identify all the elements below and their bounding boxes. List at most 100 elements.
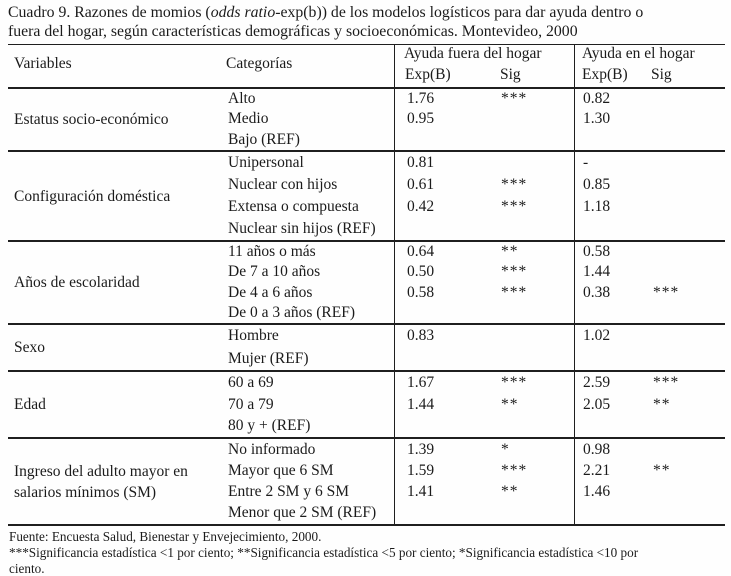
cell-exp-fuera: 0.64 <box>407 243 435 261</box>
cell-exp-hogar: 0.82 <box>583 90 611 108</box>
cell-exp-hogar: 1.02 <box>583 327 611 345</box>
cell-exp-fuera: 1.44 <box>407 395 435 413</box>
cell-categoria: No informado <box>228 440 316 458</box>
header-ayuda-en: Ayuda en el hogar <box>582 45 695 62</box>
cell-categoria: Mujer (REF) <box>228 349 309 367</box>
cell-exp-fuera: 0.83 <box>407 327 435 345</box>
cell-sig-fuera: *** <box>501 283 528 301</box>
significance-note: ***Significancia estadística <1 por cien… <box>9 545 729 576</box>
cell-categoria: Extensa o compuesta <box>228 198 359 215</box>
group-rows: Unipersonal 0.81 - Nuclear con hijos 0.6… <box>8 152 725 240</box>
cell-sig-fuera: * <box>501 440 510 458</box>
cell-categoria: Medio <box>228 110 269 128</box>
cell-categoria: De 0 a 3 años (REF) <box>228 303 355 321</box>
cell-categoria: Mayor que 6 SM <box>228 461 334 479</box>
header-ayuda-fuera: Ayuda fuera del hogar <box>404 45 542 62</box>
cell-sig-fuera: *** <box>501 198 528 215</box>
cell-sig-fuera: *** <box>501 373 528 391</box>
group-separator-3 <box>8 323 725 325</box>
table-row: Mujer (REF) <box>8 348 725 371</box>
variable-label: Estatus socio-económico <box>14 111 169 128</box>
table-row: Hombre 0.83 1.02 <box>8 325 725 348</box>
cell-exp-hogar: 2.59 <box>583 373 611 391</box>
table-row: 60 a 69 1.67 *** 2.59 *** <box>8 372 725 394</box>
group-rows: 11 años o más 0.64 ** 0.58 De 7 a 10 año… <box>8 242 725 323</box>
table-row: De 7 a 10 años 0.50 *** 1.44 <box>8 262 725 282</box>
group-separator-4 <box>8 370 725 372</box>
table-row: Unipersonal 0.81 - <box>8 152 725 174</box>
header-variables: Variables <box>14 55 72 72</box>
cell-sig-hogar: ** <box>653 461 671 479</box>
variable-group-edad: Edad 60 a 69 1.67 *** 2.59 *** 70 a 79 1… <box>8 372 725 437</box>
table-bottom-border <box>8 524 725 526</box>
table-row: De 0 a 3 años (REF) <box>8 303 725 323</box>
variable-label: Configuración doméstica <box>14 187 171 205</box>
cell-exp-fuera: 1.67 <box>407 373 435 391</box>
table-row: 11 años o más 0.64 ** 0.58 <box>8 242 725 262</box>
header-bottom-border <box>8 87 725 89</box>
cell-exp-hogar: 0.38 <box>583 283 611 301</box>
group-rows: Alto 1.76 *** 0.82 Medio 0.95 1.30 Bajo … <box>8 89 725 150</box>
cell-categoria: De 7 a 10 años <box>228 263 321 281</box>
cell-sig-fuera: ** <box>501 243 519 261</box>
cell-exp-fuera: 1.59 <box>407 461 435 479</box>
title-line2: fuera del hogar, según características d… <box>8 23 578 40</box>
table-row: Medio 0.95 1.30 <box>8 109 725 129</box>
header-expb-fuera: Exp(B) <box>405 66 451 83</box>
group-separator-1 <box>8 150 725 152</box>
cell-exp-hogar: 2.05 <box>583 395 611 413</box>
cell-exp-fuera: 1.76 <box>407 90 435 108</box>
cell-exp-hogar: 1.46 <box>583 483 611 501</box>
table-row: 80 y + (REF) <box>8 415 725 437</box>
table-row: Nuclear con hijos 0.61 *** 0.85 <box>8 174 725 196</box>
cell-exp-fuera: 0.81 <box>407 154 435 171</box>
cell-sig-fuera: ** <box>501 395 519 413</box>
cell-exp-fuera: 1.41 <box>407 483 435 501</box>
table-row: Alto 1.76 *** 0.82 <box>8 89 725 109</box>
cell-categoria: 60 a 69 <box>228 373 274 391</box>
cell-sig-fuera: *** <box>501 90 528 108</box>
cell-categoria: 70 a 79 <box>228 395 274 413</box>
cell-exp-hogar: 1.30 <box>583 110 611 128</box>
cell-sig-hogar: ** <box>653 395 671 413</box>
table-row: No informado 1.39 * 0.98 <box>8 439 725 460</box>
cell-exp-hogar: 0.98 <box>583 440 611 458</box>
cell-categoria: Bajo (REF) <box>228 130 300 148</box>
variable-group-estatus: Estatus socio-económico Alto 1.76 *** 0.… <box>8 89 725 150</box>
source-note: Fuente: Encuesta Salud, Bienestar y Enve… <box>9 529 322 544</box>
cell-exp-fuera: 1.39 <box>407 440 435 458</box>
variable-group-ingreso: Ingreso del adulto mayor en salarios mín… <box>8 439 725 524</box>
variable-label: Edad <box>14 396 46 413</box>
variable-group-configuracion: Configuración doméstica Unipersonal 0.81… <box>8 152 725 240</box>
cell-categoria: De 4 a 6 años <box>228 283 313 301</box>
cell-exp-fuera: 0.42 <box>407 198 435 215</box>
cell-sig-fuera: *** <box>501 263 528 281</box>
table-row: Nuclear sin hijos (REF) <box>8 218 725 240</box>
cell-categoria: Nuclear con hijos <box>228 176 338 193</box>
group-rows: 60 a 69 1.67 *** 2.59 *** 70 a 79 1.44 *… <box>8 372 725 437</box>
cell-exp-fuera: 0.95 <box>407 110 435 128</box>
table-row: Mayor que 6 SM 1.59 *** 2.21 ** <box>8 460 725 481</box>
variable-group-sexo: Sexo Hombre 0.83 1.02 Mujer (REF) <box>8 325 725 370</box>
cell-categoria: Nuclear sin hijos (REF) <box>228 220 376 237</box>
table-top-border <box>8 44 725 45</box>
cell-categoria: Hombre <box>228 327 279 345</box>
header-sig-fuera: Sig <box>500 66 521 83</box>
cell-sig-fuera: *** <box>501 176 528 193</box>
cell-exp-fuera: 0.61 <box>407 176 435 193</box>
significance-note-line2: ciento. <box>9 560 45 576</box>
header-categorias: Categorías <box>226 55 293 72</box>
cell-exp-hogar: 1.44 <box>583 263 611 281</box>
header-expb-en: Exp(B) <box>582 66 628 83</box>
cell-sig-hogar: *** <box>653 283 680 301</box>
group-rows: Hombre 0.83 1.02 Mujer (REF) <box>8 325 725 370</box>
title-italic-odds-ratio: odds ratio <box>210 4 276 21</box>
group-separator-5 <box>8 437 725 439</box>
cell-sig-fuera: ** <box>501 483 519 501</box>
cell-categoria: 80 y + (REF) <box>228 417 311 435</box>
cell-exp-fuera: 0.58 <box>407 283 435 301</box>
cell-categoria: Menor que 2 SM (REF) <box>228 504 377 522</box>
table-row: Bajo (REF) <box>8 130 725 150</box>
table-row: Entre 2 SM y 6 SM 1.41 ** 1.46 <box>8 482 725 503</box>
